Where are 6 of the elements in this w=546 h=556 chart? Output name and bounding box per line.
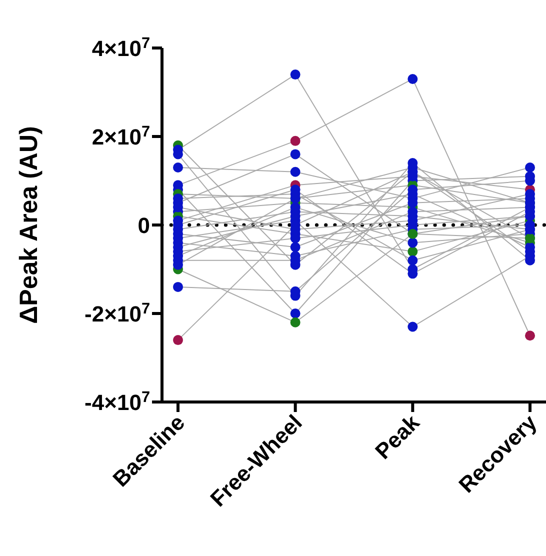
y-tick-label: 2×10$^{7}$	[92, 123, 150, 150]
y-tick-label: 4×10$^{7}$	[92, 34, 150, 61]
y-tick-label: -2×10$^{7}$	[84, 300, 150, 326]
y-axis-title: ΔPeak Area (AU)	[14, 126, 43, 324]
y-tick-label: -4×10$^{7}$	[84, 388, 150, 415]
y-tick-label: 0	[138, 213, 150, 238]
